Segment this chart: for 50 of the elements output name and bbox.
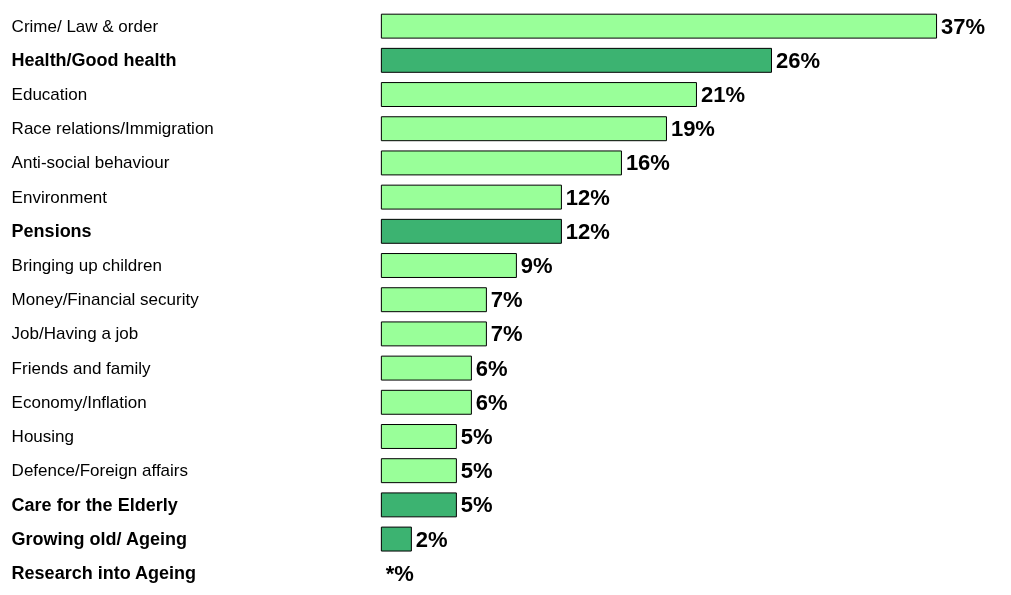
data-label: 26% (775, 47, 820, 73)
data-label: 7% (490, 321, 523, 347)
data-label: 12% (565, 218, 610, 244)
bar (380, 424, 457, 449)
data-label: 6% (475, 389, 508, 415)
y-tick-label: Care for the Elderly (11, 494, 178, 515)
data-label: 12% (565, 184, 610, 210)
bar (380, 253, 517, 278)
data-label: 16% (625, 150, 670, 176)
bar (380, 13, 938, 39)
y-tick-label: Education (11, 85, 88, 105)
y-tick-label: Defence/Foreign affairs (11, 461, 189, 481)
bar (380, 116, 667, 142)
y-tick-label: Economy/Inflation (11, 392, 147, 412)
bar (380, 287, 487, 313)
data-label: 9% (520, 253, 553, 279)
bar (380, 150, 622, 176)
bar (380, 389, 472, 415)
y-tick-label: Friends and family (11, 358, 151, 378)
y-tick-label: Growing old/ Ageing (11, 529, 187, 550)
y-tick-label: Research into Ageing (11, 563, 196, 584)
y-tick-label: Housing (11, 426, 74, 446)
data-label: 7% (490, 287, 523, 313)
bar (380, 355, 472, 381)
y-tick-label: Job/Having a job (11, 324, 139, 344)
data-label: 5% (460, 492, 493, 518)
bar (380, 82, 697, 108)
bar (380, 47, 772, 73)
bar (380, 184, 562, 210)
y-tick-label: Anti-social behaviour (11, 153, 170, 173)
y-tick-label: Money/Financial security (11, 290, 200, 310)
data-label: 21% (700, 82, 745, 108)
text: *% (385, 560, 414, 586)
data-label: 5% (460, 458, 493, 484)
y-tick-label: Crime/ Law & order (11, 16, 159, 36)
bar (380, 218, 562, 244)
data-label: 37% (940, 13, 986, 39)
bar (380, 321, 487, 347)
bar (380, 492, 457, 518)
y-tick-label: Bringing up children (11, 256, 162, 276)
data-label: 2% (415, 526, 448, 552)
y-tick-label: Environment (11, 187, 108, 207)
data-label: 5% (460, 423, 493, 449)
data-label: 19% (670, 116, 715, 142)
y-tick-label: Race relations/Immigration (11, 119, 214, 139)
y-tick-label: Health/Good health (11, 50, 177, 71)
bar (380, 458, 457, 484)
y-tick-label: Pensions (11, 221, 92, 242)
data-label: 6% (475, 355, 508, 381)
bar (380, 526, 412, 552)
